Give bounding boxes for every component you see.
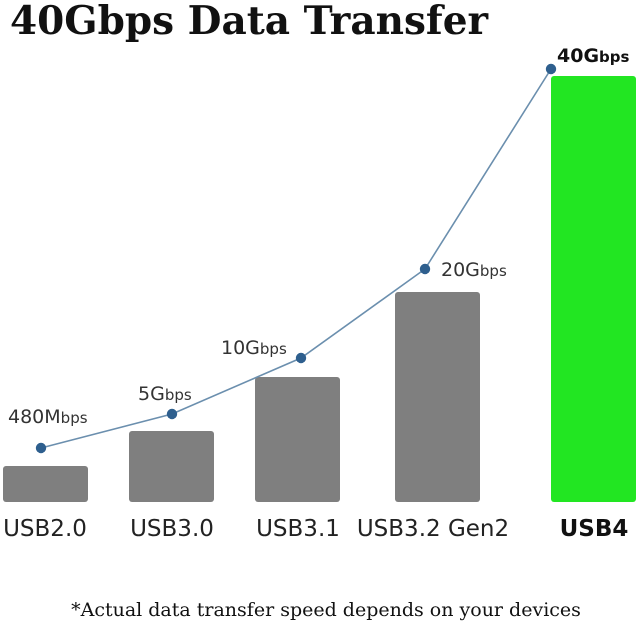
bar-1 xyxy=(129,431,214,502)
speed-label-unit: bps xyxy=(599,48,629,66)
speed-label-3: 20Gbps xyxy=(441,259,507,281)
marker-3 xyxy=(419,263,431,275)
category-label-2: USB3.1 xyxy=(256,516,340,542)
bar-4 xyxy=(551,76,636,502)
footnote: *Actual data transfer speed depends on y… xyxy=(71,599,581,621)
chart-title: 40Gbps Data Transfer xyxy=(10,0,489,44)
speed-label-4: 40Gbps xyxy=(557,45,630,67)
bars xyxy=(3,76,636,502)
category-label-3: USB3.2 Gen2 xyxy=(357,516,509,542)
markers xyxy=(35,63,557,454)
bar-3 xyxy=(395,292,480,502)
category-label-0: USB2.0 xyxy=(3,516,87,542)
category-labels: USB2.0 USB3.0 USB3.1 USB3.2 Gen2 USB4 xyxy=(3,516,628,542)
speed-label-number: 480M xyxy=(8,406,61,428)
speed-label-1: 5Gbps xyxy=(138,383,192,405)
category-label-1: USB3.0 xyxy=(130,516,214,542)
speed-label-2: 10Gbps xyxy=(221,337,287,359)
speed-label-unit: bps xyxy=(165,386,192,404)
bar-0 xyxy=(3,466,88,502)
marker-2 xyxy=(295,352,307,364)
bar-2 xyxy=(255,377,340,502)
marker-4 xyxy=(545,63,557,75)
speed-label-number: 10G xyxy=(221,337,260,359)
speed-label-unit: bps xyxy=(480,262,507,280)
speed-label-unit: bps xyxy=(260,340,287,358)
speed-label-0: 480Mbps xyxy=(8,406,88,428)
speed-label-number: 40G xyxy=(557,45,599,67)
marker-1 xyxy=(166,408,178,420)
marker-0 xyxy=(35,442,47,454)
speed-label-number: 20G xyxy=(441,259,480,281)
category-label-4: USB4 xyxy=(560,516,629,542)
speed-label-number: 5G xyxy=(138,383,165,405)
speed-label-unit: bps xyxy=(61,409,88,427)
